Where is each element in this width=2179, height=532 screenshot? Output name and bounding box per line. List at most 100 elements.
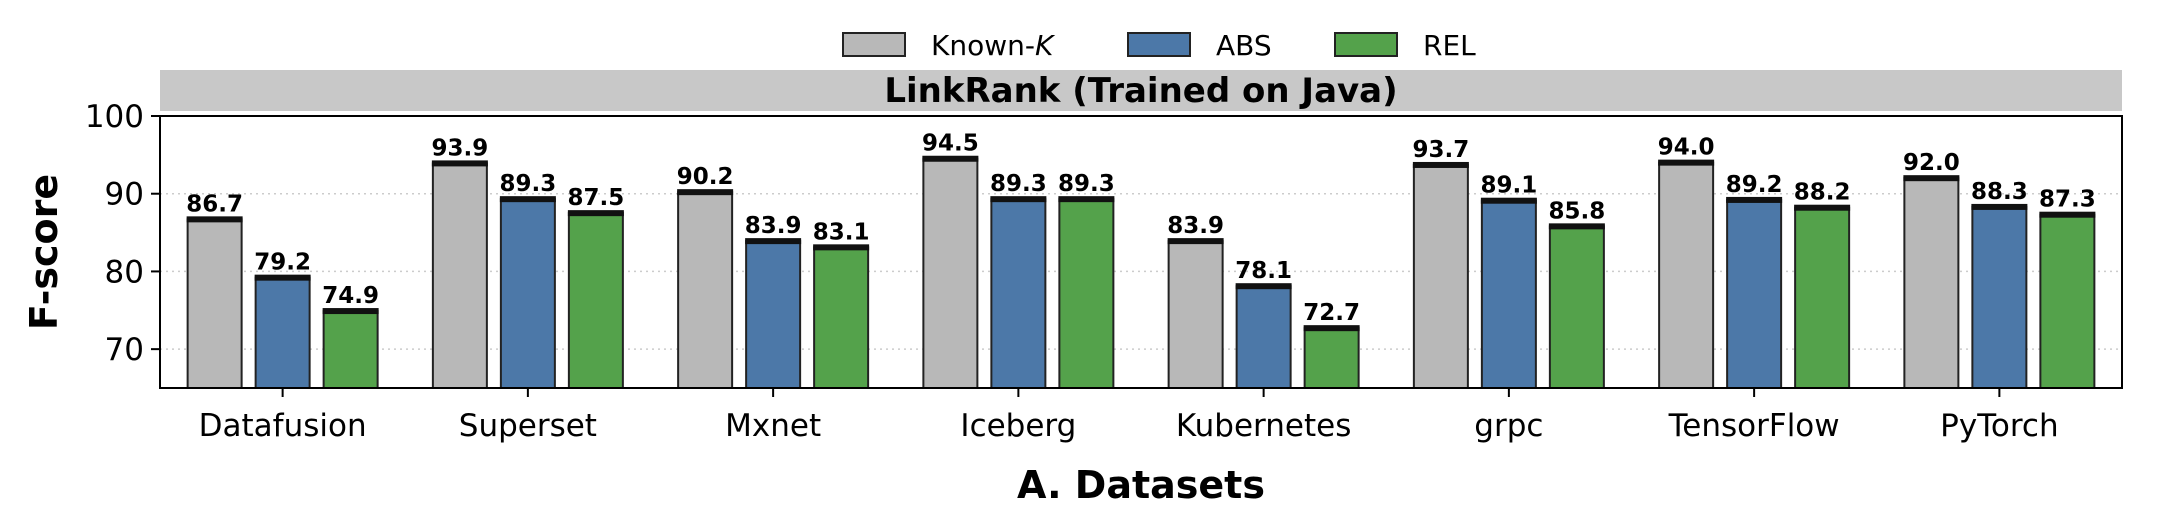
data-label: 88.2 [1794,180,1851,206]
bar [1412,163,1469,389]
title-band: LinkRank (Trained on Java) [160,70,2122,111]
y-tick-label: 80 [105,254,144,290]
x-tick-label: TensorFlow [1668,408,1840,444]
x-tick-label: Datafusion [199,408,367,444]
x-tick-label: PyTorch [1940,408,2058,444]
y-tick-label: 70 [105,332,144,368]
bar-cap [1412,161,1469,168]
bar [677,191,734,389]
bar-cap [745,238,802,245]
data-label: 78.1 [1235,258,1292,284]
data-label: 93.9 [432,135,489,161]
data-label: 89.3 [500,171,557,197]
bar-cap [1167,238,1224,245]
bar [2039,213,2096,389]
data-label: 83.9 [1167,213,1224,239]
y-tick-label: 90 [105,177,144,213]
bars [186,155,2096,390]
data-label: 94.5 [922,131,979,157]
x-tick-label: Iceberg [960,408,1076,444]
bar [186,218,243,389]
bar-cap [1303,325,1360,332]
bar-cap [990,196,1047,203]
bar-cap [499,196,556,203]
data-label: 92.0 [1903,150,1960,176]
legend-label: ABS [1216,29,1272,62]
legend-swatch [1127,32,1191,57]
data-label: 83.9 [745,213,802,239]
bar [322,310,379,390]
data-label: 86.7 [186,191,243,217]
data-label: 83.1 [813,219,870,245]
bar [1726,198,1783,389]
bar [1794,206,1851,389]
data-label: 87.3 [2039,187,2096,213]
bar [813,246,870,389]
title-background [160,70,2122,111]
bar [499,198,556,389]
legend-label: Known-K [931,29,1056,62]
bar [431,162,488,389]
bar-cap [2039,211,2096,218]
bar-cap [567,210,624,217]
bar-cap [1480,197,1537,204]
data-label: 88.3 [1971,179,2028,205]
bar [1658,161,1715,389]
chart-title: LinkRank (Trained on Java) [884,71,1397,111]
data-label: 94.0 [1658,135,1715,161]
x-tick-label: Superset [459,408,597,444]
data-label: 93.7 [1413,137,1470,163]
data-label: 89.3 [1058,171,1115,197]
bar-cap [813,244,870,251]
bar-cap [186,216,243,223]
bar [254,276,311,390]
bar [990,198,1047,389]
bar [1235,285,1292,389]
legend-swatch [842,32,906,57]
bar [922,157,979,389]
bar-cap [1726,196,1783,203]
bar-cap [1971,203,2028,210]
data-label: 90.2 [677,164,734,190]
bar-cap [922,155,979,162]
bar-cap [254,274,311,281]
x-tick-label: Kubernetes [1176,408,1351,444]
data-label: 72.7 [1303,300,1360,326]
bar [1480,199,1537,389]
y-tick-label: 100 [85,99,144,135]
bar-cap [677,189,734,196]
bar-cap [1658,159,1715,166]
bar-cap [322,308,379,315]
legend-swatch [1334,32,1398,57]
bar [567,212,624,389]
data-label: 89.1 [1481,173,1538,199]
plot-frame [159,115,2123,389]
y-axis: 70 80 90 100 [85,99,160,368]
data-label: 85.8 [1549,198,1606,224]
bar [1303,327,1360,390]
bar-cap [1794,204,1851,211]
x-axis-title: A. Datasets [1017,463,1265,507]
legend: Known-K ABS REL [842,29,1476,62]
data-label: 79.2 [254,250,311,276]
bar-cap [431,160,488,167]
bar [1903,177,1960,389]
bar-cap [1058,196,1115,203]
bar [1058,198,1115,389]
bar-cap [1903,175,1960,182]
bar [1167,240,1224,389]
bar [1548,225,1605,389]
data-label: 87.5 [568,185,625,211]
data-label: 74.9 [322,283,379,309]
legend-label: REL [1423,29,1476,62]
data-label: 89.2 [1726,172,1783,198]
data-labels: 86.7 79.2 74.9 93.9 89.3 87.5 90.2 83.9 83.1 94.5… [186,131,2096,326]
bar-cap [1548,223,1605,230]
x-tick-label: grpc [1474,408,1543,444]
x-axis: Datafusion Superset Mxnet Iceberg Kubernetes… [199,388,2059,444]
y-axis-title: F-score [22,174,66,330]
bar [1971,205,2028,389]
data-label: 89.3 [990,171,1047,197]
